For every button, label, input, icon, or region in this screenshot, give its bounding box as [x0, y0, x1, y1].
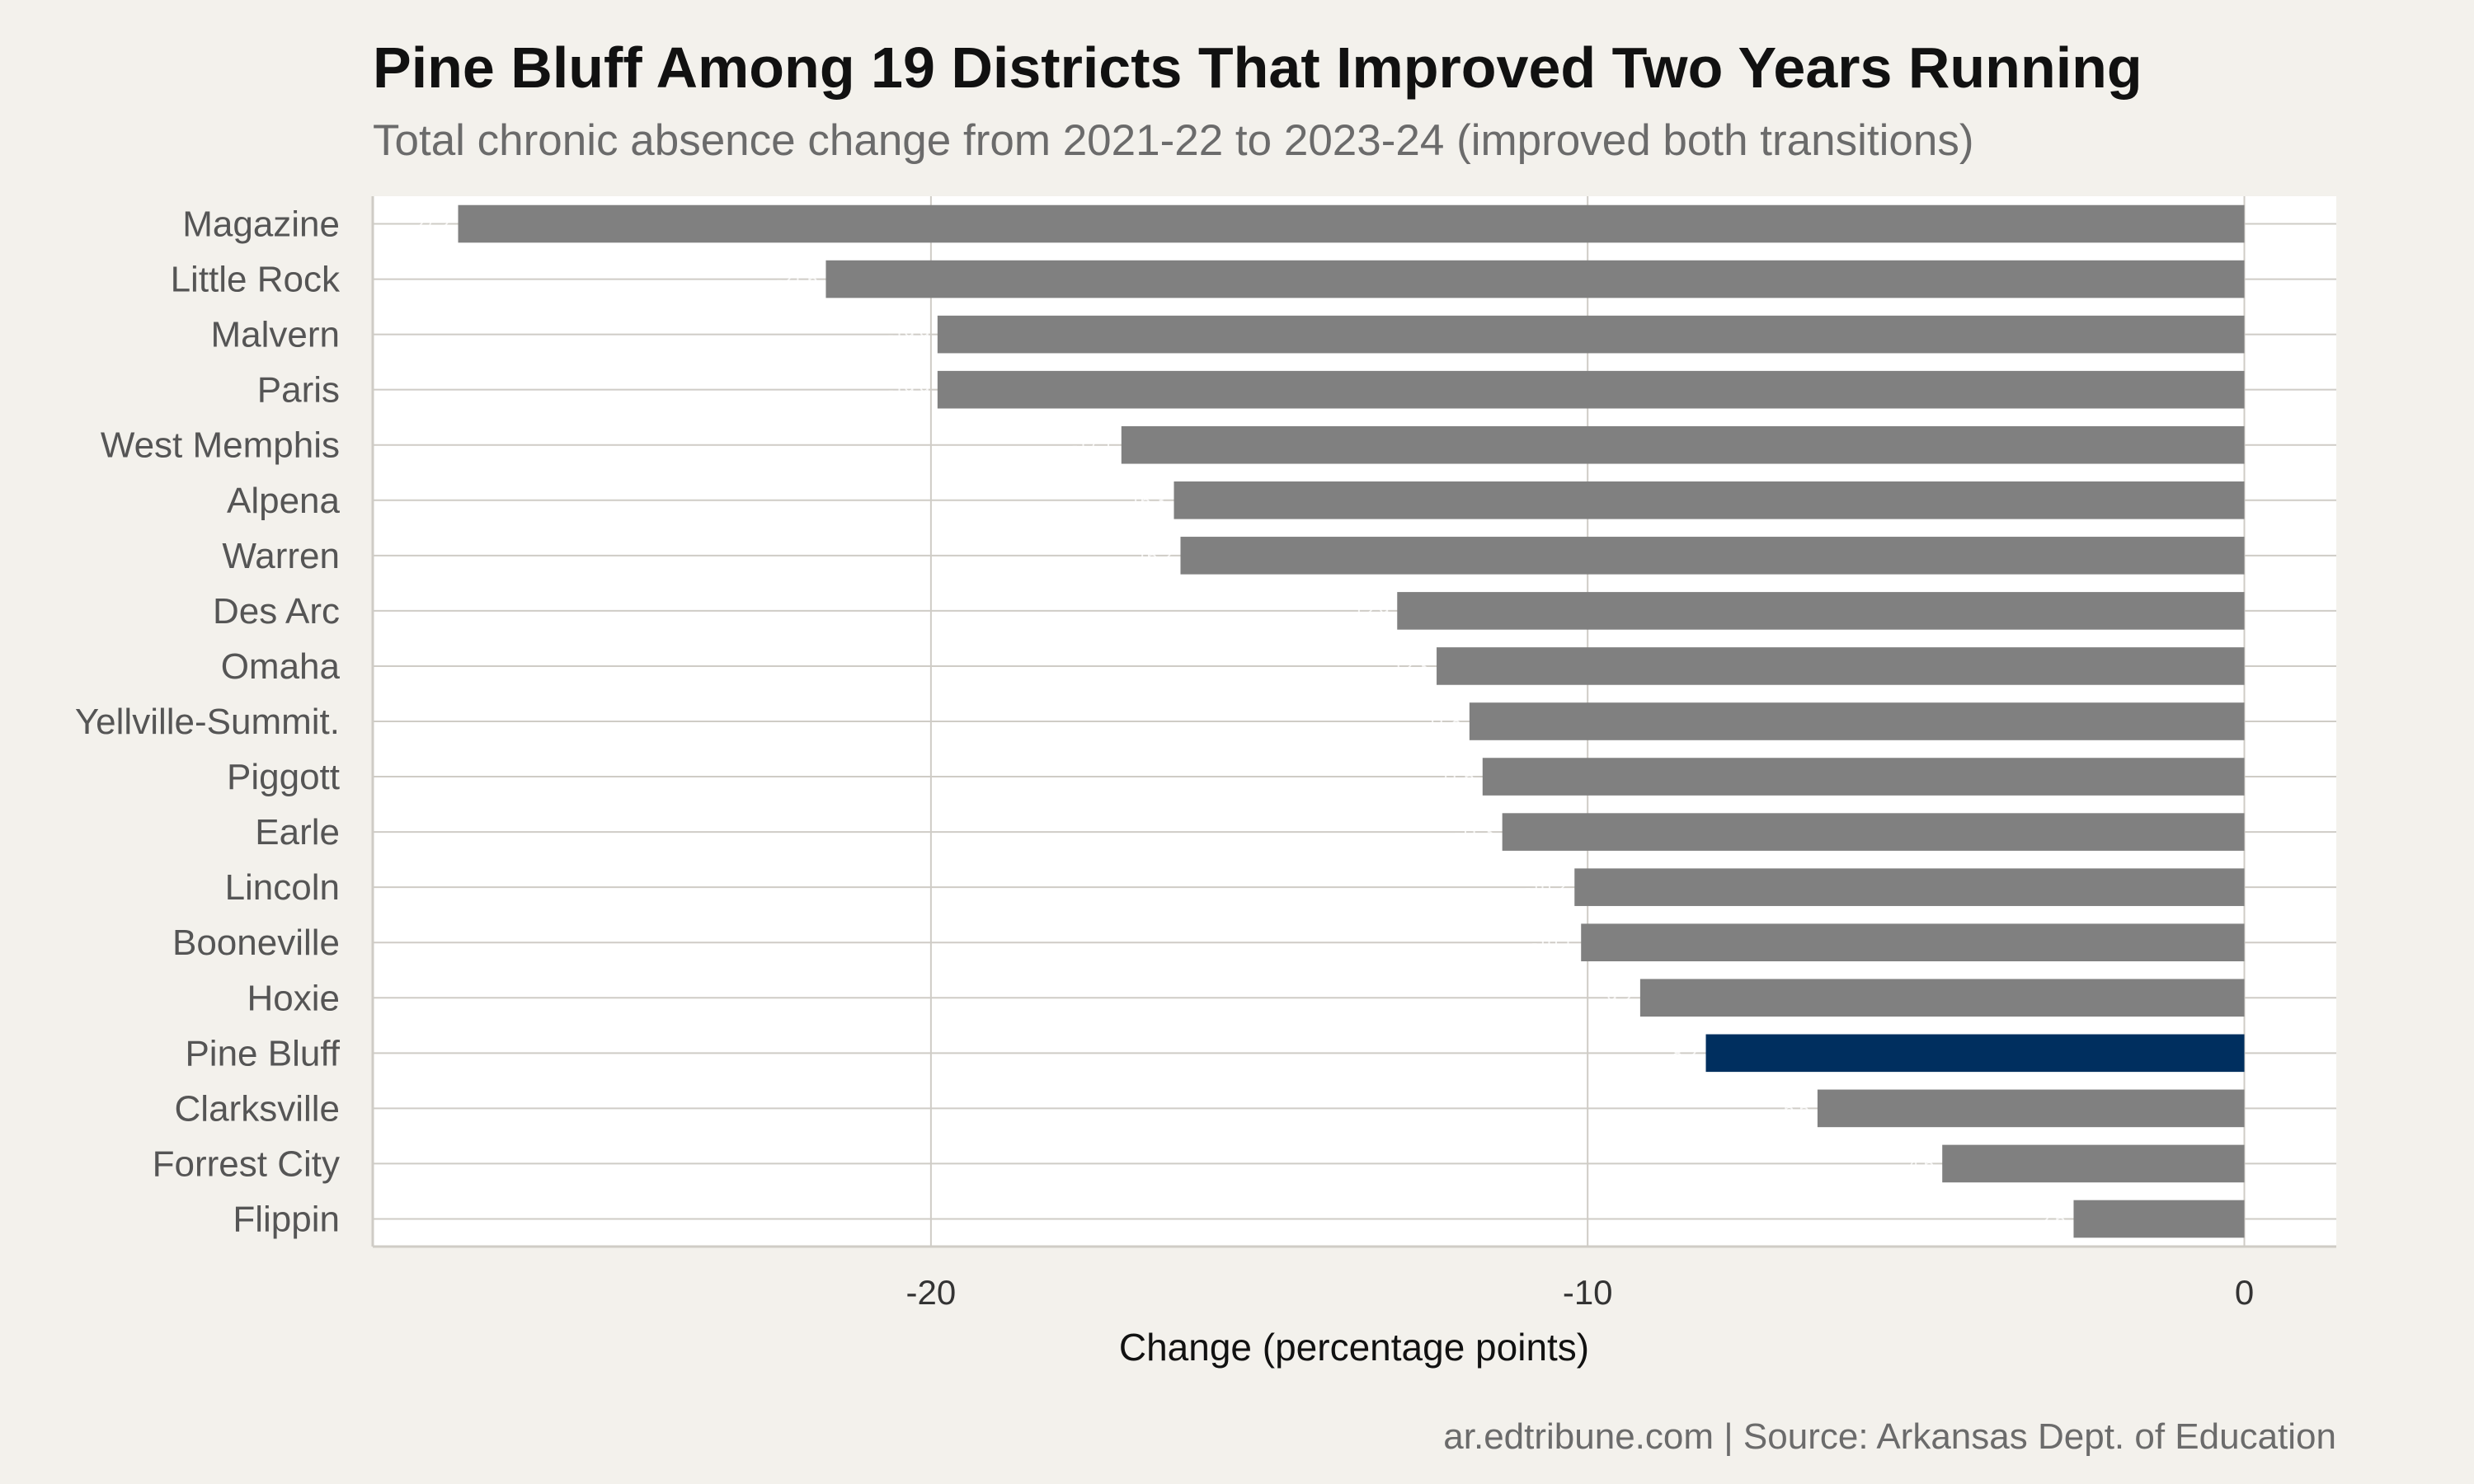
- category-label-booneville: Booneville: [172, 923, 340, 963]
- category-label-paris: Paris: [257, 370, 340, 411]
- bar-earle: [1502, 813, 2245, 851]
- value-label-alpena: -16.3: [1124, 491, 1165, 511]
- category-label-earle: Earle: [255, 812, 340, 852]
- x-tick-label: -10: [1563, 1273, 1613, 1312]
- category-label-malvern: Malvern: [211, 315, 341, 355]
- value-label-des-arc: -12.9: [1348, 601, 1389, 622]
- category-label-little-rock: Little Rock: [171, 260, 341, 300]
- source-caption: ar.edtribune.com | Source: Arkansas Dept…: [1443, 1416, 2336, 1457]
- x-tick-labels: -20 -10 0: [906, 1273, 2255, 1312]
- bar-malvern: [937, 315, 2245, 354]
- value-label-forrest-city: -4.6: [1903, 1153, 1934, 1174]
- value-label-hoxie: -9.2: [1601, 988, 1632, 1008]
- value-label-paris: -19.9: [888, 380, 929, 401]
- bar-alpena: [1174, 481, 2245, 519]
- bar-paris: [937, 370, 2245, 409]
- bar-clarksville: [1817, 1089, 2245, 1128]
- value-label-yellville-summit: -11.8: [1421, 711, 1461, 732]
- category-label-clarksville: Clarksville: [175, 1088, 340, 1129]
- x-tick-label: 0: [2235, 1273, 2254, 1312]
- bar-west-memphis: [1121, 425, 2245, 464]
- category-label-hoxie: Hoxie: [247, 978, 341, 1018]
- value-label-earle: -11.3: [1454, 822, 1494, 843]
- bar-yellville-summit: [1469, 702, 2245, 740]
- bar-little-rock: [825, 260, 2245, 298]
- category-label-pine-bluff: Pine Bluff: [185, 1033, 340, 1073]
- category-label-west-memphis: West Memphis: [101, 425, 340, 466]
- bar-forrest-city: [1942, 1144, 2245, 1183]
- value-label-omaha: -12.3: [1387, 656, 1428, 677]
- value-label-malvern: -19.9: [888, 325, 929, 345]
- bar-omaha: [1437, 647, 2245, 685]
- value-label-magazine: -27.2: [408, 214, 449, 235]
- category-label-piggott: Piggott: [227, 757, 340, 797]
- value-label-west-memphis: -17.1: [1072, 435, 1113, 456]
- x-axis-title: Change (percentage points): [1119, 1326, 1589, 1369]
- value-label-piggott: -11.6: [1434, 767, 1475, 787]
- value-label-little-rock: -21.6: [776, 270, 817, 290]
- bar-des-arc: [1397, 592, 2245, 630]
- bar-lincoln: [1574, 868, 2245, 906]
- bar-pine-bluff: [1705, 1034, 2245, 1073]
- x-tick-label: -20: [906, 1273, 957, 1312]
- chart-title: Pine Bluff Among 19 Districts That Impro…: [373, 35, 2142, 100]
- label-layer: Magazine -27.2 Little Rock -21.6 Malvern -19.…: [75, 204, 2066, 1240]
- category-label-yellville-summit: Yellville-Summit.: [75, 702, 340, 742]
- value-label-warren: -16.2: [1131, 546, 1172, 566]
- bar-booneville: [1581, 923, 2245, 962]
- bar-warren: [1180, 537, 2245, 575]
- category-label-omaha: Omaha: [221, 646, 341, 687]
- category-label-forrest-city: Forrest City: [153, 1144, 340, 1184]
- bar-hoxie: [1639, 979, 2245, 1017]
- bar-flippin: [2073, 1200, 2245, 1238]
- value-label-booneville: -10.1: [1531, 932, 1573, 953]
- value-label-flippin: -2.6: [2034, 1209, 2066, 1229]
- bar-magazine: [458, 204, 2245, 243]
- bar-piggott: [1482, 758, 2245, 796]
- category-label-warren: Warren: [222, 536, 340, 576]
- value-label-lincoln: -10.2: [1525, 877, 1566, 898]
- chart-subtitle: Total chronic absence change from 2021-2…: [373, 116, 1974, 165]
- category-label-des-arc: Des Arc: [213, 591, 340, 632]
- category-label-flippin: Flippin: [233, 1199, 340, 1239]
- category-label-magazine: Magazine: [182, 204, 340, 245]
- value-label-pine-bluff: -8.2: [1667, 1043, 1698, 1064]
- value-label-clarksville: -6.5: [1778, 1098, 1809, 1119]
- category-label-lincoln: Lincoln: [225, 867, 340, 908]
- bar-layer: [458, 204, 2245, 1238]
- category-label-alpena: Alpena: [227, 481, 341, 521]
